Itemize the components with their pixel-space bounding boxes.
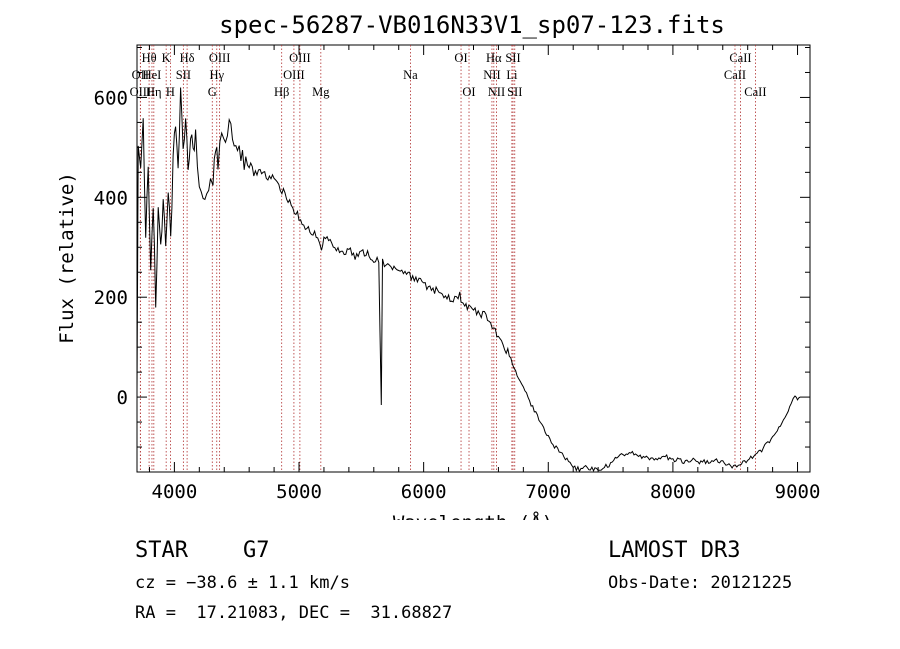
spectral-line-label: CaII (744, 85, 766, 99)
spectral-line-label: OIII (209, 51, 231, 65)
x-tick-label: 4000 (152, 481, 198, 503)
obs-date: Obs-Date: 20121225 (608, 573, 793, 593)
velocity: cz = −38.6 ± 1.1 km/s (135, 573, 350, 593)
spectral-line-label: OIII (289, 51, 311, 65)
survey-name: LAMOST DR3 (608, 538, 741, 563)
spectral-line-label: OI (462, 85, 475, 99)
coordinates: RA = 17.21083, DEC = 31.68827 (135, 603, 453, 623)
y-tick-label: 200 (94, 287, 128, 309)
spectral-line-label: G (208, 85, 217, 99)
y-tick-label: 0 (117, 387, 128, 409)
spectral-line-label: OI (454, 51, 467, 65)
spectral-line-label: Hα (486, 51, 502, 65)
spectral-line-markers (139, 45, 756, 472)
x-tick-label: 9000 (775, 481, 821, 503)
spectral-line-label: SII (505, 51, 520, 65)
spectrum-chart: spec-56287-VB016N33V1_sp07-123.fits Hθ OI… (56, 11, 821, 520)
y-tick-label: 400 (94, 187, 128, 209)
spectral-line-label: H (166, 85, 175, 99)
spectral-line-label: OII (132, 68, 149, 82)
spectral-line-label: SII (507, 85, 522, 99)
spectral-line-label: OIII (130, 85, 152, 99)
object-class: STAR (135, 538, 188, 563)
spectral-line-label: Mg (312, 85, 330, 99)
spectral-line-label: K (162, 51, 171, 65)
x-tick-label: 8000 (650, 481, 696, 503)
spectral-line-label: CaII (724, 68, 746, 82)
y-axis-label: Flux (relative) (56, 172, 78, 344)
x-axis-label: Wavelength (Å) (393, 511, 553, 520)
spectrum-line (136, 87, 801, 473)
spectral-line-label: HeI (143, 68, 162, 82)
chart-title: spec-56287-VB016N33V1_sp07-123.fits (219, 11, 725, 39)
spectral-line-label: NII (483, 68, 500, 82)
spectral-line-label: SII (176, 68, 191, 82)
x-tick-label: 7000 (525, 481, 571, 503)
spectral-line-label: Hδ (180, 51, 195, 65)
spectral-line-label: Li (506, 68, 518, 82)
x-tick-label: 5000 (276, 481, 322, 503)
spectral-line-label: Na (403, 68, 418, 82)
y-tick-label: 600 (94, 87, 128, 109)
spectral-line-label: Hγ (209, 68, 224, 82)
y-axis-ticks: 0 200 400 600 (94, 46, 810, 448)
object-subclass: G7 (243, 538, 270, 563)
spectral-line-label: OIII (283, 68, 305, 82)
spectral-line-label: Hη (146, 85, 162, 99)
spectral-line-label: Hθ (142, 51, 157, 65)
spectral-line-label: Hβ (274, 85, 289, 99)
x-axis-ticks: 4000 5000 6000 7000 8000 9000 (148, 45, 821, 503)
plot-frame (136, 44, 811, 473)
spectral-line-label: CaII (729, 51, 751, 65)
x-tick-label: 6000 (401, 481, 447, 503)
spectral-line-label: NII (488, 85, 505, 99)
